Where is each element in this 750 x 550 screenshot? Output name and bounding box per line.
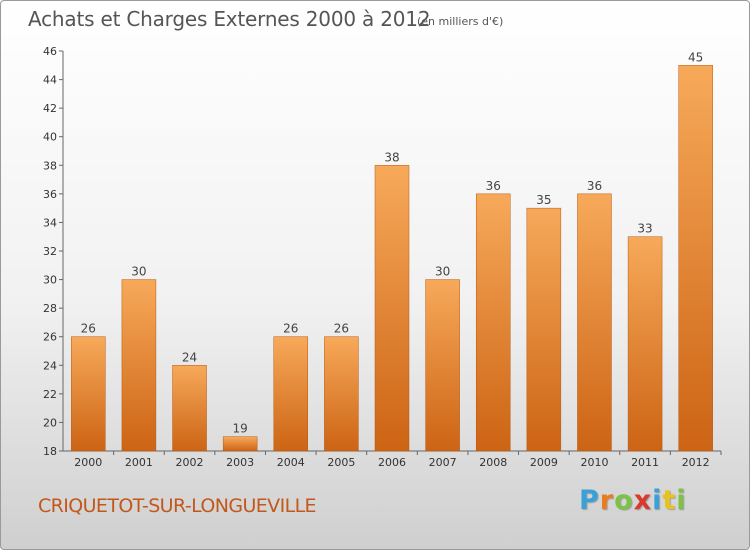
y-tick-label: 34	[43, 216, 57, 229]
x-tick-label: 2010	[580, 456, 608, 469]
y-tick-label: 18	[43, 445, 57, 458]
bar	[273, 336, 309, 452]
y-tick-label: 44	[43, 74, 57, 87]
logo-letter: i	[676, 485, 687, 516]
logo-letter: i	[652, 485, 663, 516]
x-tick-label: 2004	[277, 456, 305, 469]
data-label: 30	[131, 265, 146, 279]
y-tick-label: 24	[43, 359, 57, 372]
bar	[577, 193, 612, 452]
bar	[172, 365, 207, 452]
y-tick-label: 22	[43, 388, 57, 401]
proxiti-logo[interactable]: Proxiti	[579, 485, 687, 516]
x-tick-label: 2000	[74, 456, 102, 469]
x-axis: 2000 2001 2002 2003 2004 2005 2006 2007 2008 2009…	[63, 450, 722, 469]
data-label: 36	[587, 179, 602, 193]
x-tick-label: 2006	[378, 456, 406, 469]
chart-title: Achats et Charges Externes 2000 à 2012	[28, 7, 431, 31]
data-label: 26	[81, 322, 96, 336]
y-tick-label: 32	[43, 245, 57, 258]
data-label: 26	[283, 322, 298, 336]
bar	[475, 193, 511, 452]
bars	[71, 65, 713, 452]
logo-letter: r	[599, 485, 615, 516]
data-label: 19	[233, 422, 248, 436]
y-tick-label: 26	[43, 331, 57, 344]
logo-letter: t	[662, 485, 677, 516]
bar	[324, 336, 359, 452]
bar	[678, 65, 713, 452]
y-tick-label: 38	[43, 159, 57, 172]
y-tick-label: 20	[43, 416, 57, 429]
bar	[374, 165, 410, 452]
y-tick-label: 40	[43, 131, 57, 144]
y-tick-label: 36	[43, 188, 57, 201]
x-tick-label: 2005	[327, 456, 355, 469]
data-label: 33	[637, 222, 652, 236]
y-tick-label: 28	[43, 302, 57, 315]
data-label: 35	[536, 193, 551, 207]
y-tick-label: 42	[43, 102, 57, 115]
x-tick-label: 2011	[631, 456, 659, 469]
x-tick-label: 2001	[125, 456, 153, 469]
bar	[425, 279, 460, 452]
data-label: 24	[182, 350, 197, 364]
commune-name: CRIQUETOT-SUR-LONGUEVILLE	[38, 495, 317, 517]
y-axis: 18 20 22 24 26 28 30 32 34 36 38 40 42 44 46	[43, 45, 64, 458]
bar	[222, 436, 258, 452]
chart-unit: (en milliers d'€)	[417, 15, 504, 28]
bar	[71, 336, 106, 452]
logo-letter: o	[614, 485, 634, 516]
x-tick-label: 2003	[226, 456, 254, 469]
y-tick-label: 46	[43, 45, 57, 58]
data-label: 30	[435, 265, 450, 279]
data-label: 36	[486, 179, 501, 193]
bar	[627, 236, 663, 452]
y-tick-label: 30	[43, 274, 57, 287]
x-tick-label: 2009	[530, 456, 558, 469]
bar	[121, 279, 157, 452]
data-label: 26	[334, 322, 349, 336]
x-tick-label: 2012	[682, 456, 710, 469]
x-tick-label: 2007	[429, 456, 457, 469]
x-tick-label: 2002	[176, 456, 204, 469]
x-tick-label: 2008	[479, 456, 507, 469]
data-label: 45	[688, 50, 703, 64]
logo-letter: x	[633, 485, 653, 516]
bar	[526, 207, 562, 452]
data-labels: 26 30 24 19 26 26 38 30 36 35 36 33 45	[81, 50, 704, 435]
logo-letter: P	[579, 485, 600, 516]
data-label: 38	[384, 150, 399, 164]
